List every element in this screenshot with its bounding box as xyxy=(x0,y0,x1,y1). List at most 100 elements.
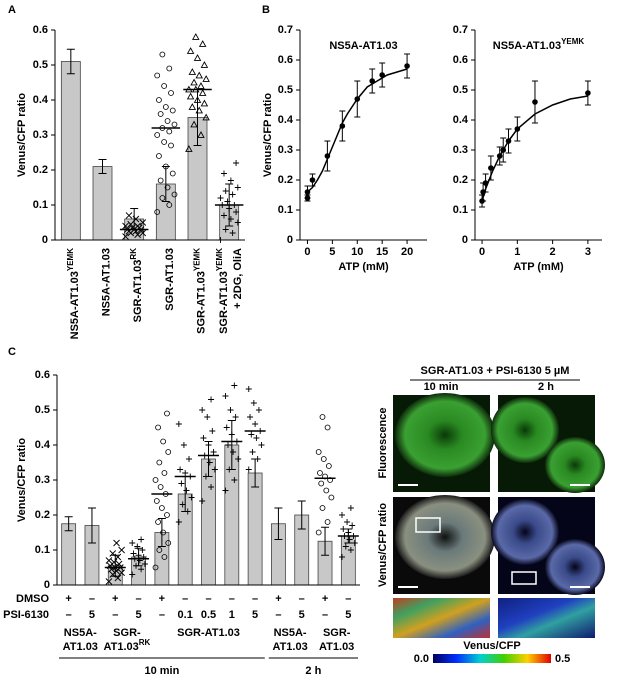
point xyxy=(135,552,142,559)
point xyxy=(304,189,311,195)
point xyxy=(105,578,113,585)
group-label-text: NS5A- xyxy=(274,627,307,639)
point xyxy=(234,219,241,226)
point xyxy=(180,442,187,448)
point xyxy=(161,470,168,476)
point xyxy=(125,212,133,219)
point xyxy=(156,97,162,103)
point xyxy=(152,477,159,483)
point xyxy=(245,466,252,473)
condition-cell: 5 xyxy=(299,609,305,621)
point xyxy=(500,147,507,153)
point xyxy=(164,184,171,191)
point xyxy=(138,536,145,543)
x-tick-label-sup: YEMK xyxy=(193,248,202,271)
x-tick-label: 1 xyxy=(514,246,520,258)
point xyxy=(228,431,235,438)
y-tick-label: 0.5 xyxy=(453,84,468,96)
point xyxy=(318,480,325,487)
point xyxy=(315,529,322,536)
group-label: AT1.03RK xyxy=(104,638,151,653)
roi-box xyxy=(511,571,537,585)
x-tick-label: SGR-AT1.03RK xyxy=(129,248,144,323)
point xyxy=(133,562,140,569)
point xyxy=(157,484,164,490)
point xyxy=(160,438,167,445)
condition-cell: – xyxy=(159,609,165,621)
point xyxy=(233,209,240,215)
point xyxy=(319,414,326,420)
point xyxy=(585,90,591,96)
x-tick-label-line2: + 2DG, OliA xyxy=(232,248,244,309)
y-tick-label: 0.4 xyxy=(35,439,51,451)
point xyxy=(171,191,178,198)
point xyxy=(162,104,169,110)
group-label-text: AT1.03 xyxy=(272,641,307,653)
point xyxy=(482,180,489,186)
point xyxy=(227,407,234,413)
y-tick-label: 0 xyxy=(44,579,50,591)
x-tick-label: 5 xyxy=(329,246,335,258)
condition-cell: – xyxy=(89,593,95,605)
point xyxy=(141,561,148,567)
group-label-text: AT1.03 xyxy=(319,641,354,653)
y-tick-label: 0 xyxy=(287,234,293,246)
point xyxy=(166,128,173,135)
point xyxy=(199,498,206,504)
point xyxy=(231,477,238,483)
point xyxy=(254,456,261,462)
point xyxy=(118,569,125,577)
y-tick-label: 0.2 xyxy=(35,509,50,521)
point xyxy=(315,449,322,455)
point xyxy=(346,536,353,543)
point xyxy=(222,188,229,194)
point xyxy=(169,107,176,114)
point xyxy=(496,153,503,159)
point xyxy=(232,414,239,420)
point xyxy=(340,526,347,532)
point xyxy=(505,138,512,144)
condition-cell: + xyxy=(275,593,281,605)
roi-box xyxy=(415,517,441,533)
error-bar xyxy=(98,159,107,174)
condition-cell: – xyxy=(66,609,72,621)
x-tick-label-sup: RK xyxy=(129,248,138,260)
error-bar xyxy=(321,526,330,556)
point xyxy=(160,529,167,536)
point xyxy=(211,466,218,473)
condition-cell: – xyxy=(275,609,281,621)
condition-cell: 5 xyxy=(252,609,258,621)
point xyxy=(210,449,217,455)
point xyxy=(324,424,331,431)
condition-cell: – xyxy=(322,609,328,621)
y-tick-label: 0.3 xyxy=(453,144,468,156)
point xyxy=(347,547,354,553)
point xyxy=(235,456,242,462)
x-tick-label-sup: YEMK xyxy=(66,248,75,271)
point xyxy=(153,498,160,504)
point xyxy=(188,103,197,110)
cell xyxy=(395,393,495,477)
y-tick-label: 0.4 xyxy=(33,94,49,106)
point xyxy=(226,205,233,212)
panel-label: A xyxy=(8,4,16,16)
point xyxy=(161,554,168,560)
condition-cell: 1 xyxy=(229,609,235,621)
group-label-text: NS5A- xyxy=(64,627,97,639)
point xyxy=(309,177,316,183)
y-tick-label: 0.2 xyxy=(33,164,48,176)
point xyxy=(229,191,236,198)
point xyxy=(347,505,354,511)
condition-cell: – xyxy=(205,593,211,605)
point xyxy=(224,198,231,205)
point xyxy=(200,99,209,107)
zoom-2h xyxy=(498,598,595,638)
point xyxy=(222,226,229,233)
x-tick-label-text: SGR-AT1.03 xyxy=(195,271,207,334)
y-tick-label: 0.7 xyxy=(453,24,468,36)
point xyxy=(178,480,185,487)
x-tick-label-text: SGR-AT1.03 xyxy=(132,260,144,323)
group-label-sup: RK xyxy=(139,638,151,647)
condition-cell: 5 xyxy=(345,609,351,621)
group-label: AT1.03 xyxy=(63,641,98,653)
